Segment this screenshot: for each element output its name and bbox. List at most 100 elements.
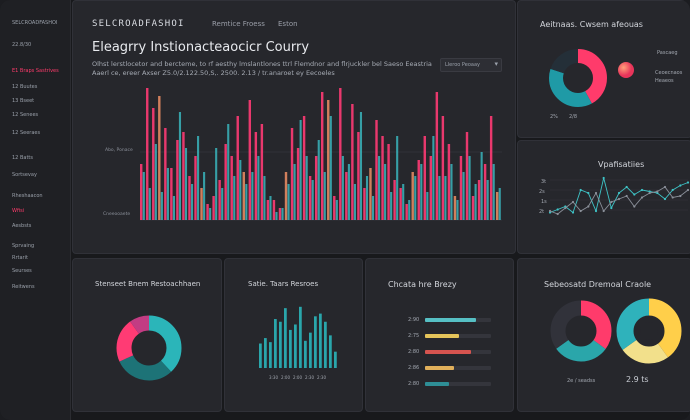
bar-series1 xyxy=(188,176,191,220)
bar-series2 xyxy=(203,172,206,220)
bottom-bar xyxy=(284,308,287,368)
line-series2-point xyxy=(556,212,559,216)
bar-series2 xyxy=(480,152,483,220)
sidebar-item-8[interactable]: Sortsevay xyxy=(12,172,37,178)
line-series2-point xyxy=(571,200,575,204)
bar-series2 xyxy=(172,196,175,220)
bar-series2 xyxy=(245,184,248,220)
bar-series1 xyxy=(248,100,252,220)
line-series1-point xyxy=(625,185,628,189)
bar-series1 xyxy=(357,132,360,220)
bar-series2 xyxy=(287,184,290,220)
sidebar-item-2[interactable]: E1 Braps Sastrives xyxy=(12,68,59,74)
sidebar-item-10[interactable]: Wfisi xyxy=(12,208,25,214)
line-series1-point xyxy=(610,206,613,210)
sidebar-item-7[interactable]: 12 Batts xyxy=(12,155,33,161)
donuts-label-a: 2e / seadss xyxy=(567,378,596,384)
bar-series2 xyxy=(408,200,411,220)
bottom-bar xyxy=(289,329,292,368)
bottom-donuts-panel xyxy=(517,258,690,412)
bottom-bar xyxy=(304,340,307,368)
line-panel xyxy=(517,140,690,254)
bar-series1 xyxy=(489,116,493,220)
bar-series1 xyxy=(405,204,408,220)
line-series1-point xyxy=(633,193,636,196)
bar-series1 xyxy=(339,88,342,220)
bar-series2 xyxy=(402,184,405,220)
bar-series1 xyxy=(441,116,445,220)
hbar-fill xyxy=(425,318,477,322)
bar-series1 xyxy=(465,132,469,220)
page-description-2: Aaerl ce, ereer Axser Z5.0/2.122.50,S,. … xyxy=(92,69,335,77)
bar-series2 xyxy=(420,164,423,220)
bar-series2 xyxy=(371,196,375,220)
sidebar-item-5[interactable]: 12 Senees xyxy=(12,112,39,118)
line-series2-point xyxy=(564,206,567,210)
bottom-hbars-title: Chcata hre Brezy xyxy=(388,280,457,289)
bar-series2 xyxy=(305,156,308,220)
bar-series1 xyxy=(417,160,420,220)
donut-b-hole xyxy=(640,322,658,340)
bar-series2 xyxy=(444,176,447,220)
bar-series1 xyxy=(224,144,227,220)
bottom-bars-title: Satie. Taars Resroes xyxy=(248,280,319,288)
sidebar-item-4[interactable]: 13 Bseet xyxy=(12,98,35,104)
bar-series2 xyxy=(227,124,230,220)
sidebar-item-1[interactable]: 22.8/30 xyxy=(12,42,32,48)
sidebar-item-3[interactable]: 12 Buutes xyxy=(12,84,38,90)
bar-series2 xyxy=(209,208,212,220)
bar-series1 xyxy=(314,156,318,220)
sidebar-item-0[interactable]: SELCROADFASHOI xyxy=(12,20,58,26)
bar-series2 xyxy=(335,200,338,220)
line-series1-point xyxy=(602,176,605,180)
donuts-label-b: 2.9 ts xyxy=(626,375,649,384)
bar-series1 xyxy=(369,168,372,220)
sidebar-item-13[interactable]: Rrtarit xyxy=(12,255,28,261)
donut-chart-a xyxy=(550,300,612,362)
donut-a-slice xyxy=(550,300,612,362)
sidebar-item-12[interactable]: Sprvaing xyxy=(12,243,35,249)
donut-footer-2: 2/8 xyxy=(569,114,578,120)
bar-series2 xyxy=(275,212,278,220)
bottom-bar xyxy=(314,316,317,368)
bar-series2 xyxy=(190,184,194,220)
hbar-track xyxy=(425,366,491,370)
bar-series1 xyxy=(266,200,270,220)
line-chart xyxy=(548,176,690,216)
page-description-1: Olhst lerstlocetor and bercteme, to rf a… xyxy=(92,60,432,68)
bar-series2 xyxy=(396,136,399,220)
hbar-fill xyxy=(425,382,449,386)
bottom-bar xyxy=(324,321,327,368)
donut-b-slice xyxy=(616,298,682,364)
line-series2-point xyxy=(640,196,644,199)
sidebar: SELCROADFASHOI 22.8/30 E1 Braps Sastrive… xyxy=(0,0,71,420)
axis-label-bottom: Cneeooaete xyxy=(103,212,131,217)
line-series2-point xyxy=(656,190,659,193)
bar-series1 xyxy=(212,196,215,220)
sidebar-item-9[interactable]: Rheshaacon xyxy=(12,193,43,199)
bar-series1 xyxy=(411,172,414,220)
bar-series1 xyxy=(254,132,258,220)
nav-item-0[interactable]: Remtice Froess xyxy=(212,20,265,28)
nav-item-1[interactable]: Eston xyxy=(278,20,298,28)
donut-legend-3: Heaeos xyxy=(655,78,674,84)
sidebar-item-11[interactable]: Aesbsts xyxy=(12,223,32,229)
bars-axis-2: 2:00 xyxy=(293,375,302,380)
bar-series1 xyxy=(296,148,300,220)
line-series1 xyxy=(549,177,689,214)
sidebar-item-15[interactable]: Reitwens xyxy=(12,284,35,290)
line-series1-point xyxy=(571,211,575,214)
bottom-bar xyxy=(334,351,337,368)
line-series1-point xyxy=(663,197,667,201)
bottom-donut-title: Stenseet Bnem Restoachhaen xyxy=(95,280,201,288)
sidebar-item-14[interactable]: Seurses xyxy=(12,268,32,274)
hbar-label: 2:86 xyxy=(408,365,420,371)
line-series2-point xyxy=(617,197,621,201)
bar-series2 xyxy=(414,176,417,220)
bars-axis-3: 2:30 xyxy=(305,375,314,380)
period-dropdown[interactable]: Lleroo Peoaay ▾ xyxy=(440,58,502,72)
donut-legend-2: Ceoecnaos xyxy=(655,70,683,76)
bar-series2 xyxy=(251,172,254,220)
bar-series1 xyxy=(453,196,457,220)
sidebar-item-6[interactable]: 12 Seeraes xyxy=(12,130,41,136)
